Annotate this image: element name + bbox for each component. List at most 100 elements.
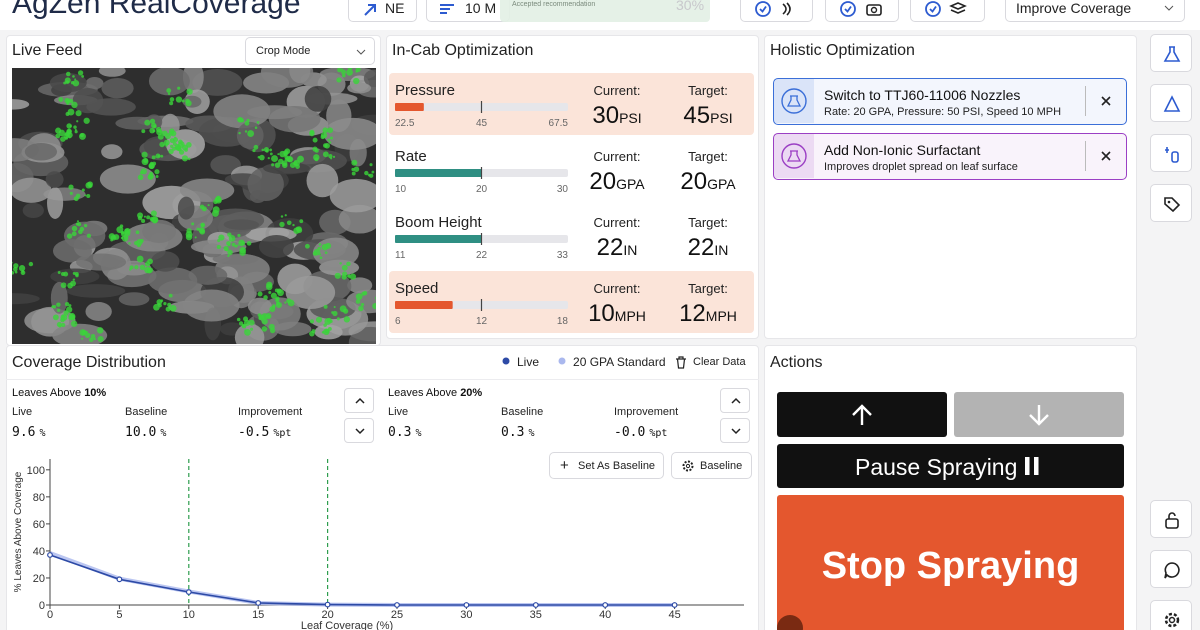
- recommendation-card[interactable]: Add Non-Ionic Surfactant Improves droplet…: [773, 133, 1127, 180]
- stat-up-button[interactable]: [344, 388, 374, 413]
- spray-droplet: [86, 233, 92, 238]
- spray-droplet: [76, 220, 80, 223]
- spray-droplet: [227, 254, 230, 258]
- spray-droplet: [57, 271, 61, 274]
- mode-dropdown[interactable]: Crop Mode: [245, 37, 375, 65]
- current-value: 20: [589, 168, 617, 195]
- spray-droplet: [201, 206, 207, 212]
- spray-droplet: [165, 306, 171, 312]
- spray-droplet: [257, 313, 262, 317]
- heading-button[interactable]: NE: [348, 0, 417, 22]
- stat-down-button[interactable]: [344, 418, 374, 443]
- spray-droplet: [68, 184, 74, 190]
- spray-droplet: [60, 282, 67, 289]
- spray-droplet: [263, 147, 270, 153]
- spray-droplet: [270, 292, 277, 299]
- spray-droplet: [323, 323, 327, 327]
- spray-droplet: [65, 71, 71, 77]
- spray-droplet: [76, 120, 79, 123]
- stat-up-button[interactable]: [720, 388, 750, 413]
- spray-droplet: [77, 70, 84, 76]
- spray-droplet: [223, 245, 229, 251]
- spray-droplet: [227, 232, 232, 237]
- leaf: [304, 85, 332, 112]
- card-title: Add Non-Ionic Surfactant: [824, 142, 981, 158]
- chevron-glyph: [355, 397, 365, 404]
- target-value: 22: [687, 234, 715, 261]
- spray-droplet: [126, 236, 129, 239]
- recommendation-card[interactable]: Switch to TTJ60-11006 Nozzles Rate: 20 GP…: [773, 78, 1127, 125]
- gauge-tick-label: 22: [476, 250, 488, 261]
- leaf: [52, 323, 108, 344]
- gauge-tick-label: 11: [395, 250, 406, 261]
- stat-unit: %pt: [649, 428, 668, 439]
- stat-name: Improvement: [238, 406, 303, 418]
- leaf: [347, 82, 372, 94]
- check-button[interactable]: [740, 0, 813, 22]
- sidebar-flask[interactable]: [1150, 34, 1192, 72]
- sidebar-lock[interactable]: [1150, 500, 1192, 538]
- dismiss-icon: [1101, 151, 1111, 161]
- layers-button[interactable]: [910, 0, 985, 22]
- raise-button[interactable]: [777, 392, 947, 437]
- spray-droplet: [139, 170, 144, 175]
- spray-droplet: [185, 100, 192, 107]
- sidebar-tags[interactable]: [1150, 184, 1192, 222]
- leaf: [306, 163, 339, 198]
- spray-droplet: [56, 302, 61, 307]
- spray-droplet: [333, 306, 336, 309]
- sidebar-spray[interactable]: [1150, 134, 1192, 172]
- trash-icon: [676, 356, 686, 369]
- leaf: [12, 293, 40, 305]
- card-icon: [781, 88, 807, 114]
- sidebar-settings[interactable]: [1150, 600, 1192, 630]
- spray-droplet: [75, 222, 79, 226]
- spray-droplet: [275, 297, 279, 302]
- spray-droplet: [238, 321, 244, 326]
- spray-droplet: [79, 329, 87, 336]
- spray-droplet: [154, 169, 160, 175]
- spray-droplet: [257, 291, 263, 297]
- speed-button[interactable]: 10 M: [426, 0, 510, 22]
- gauge: 22.5 45 67.5: [395, 101, 568, 129]
- spray-droplet: [238, 131, 241, 135]
- spray-droplet: [169, 305, 177, 312]
- gauge-name: Boom Height: [395, 214, 482, 231]
- spray-droplet: [256, 121, 260, 124]
- stop-button[interactable]: Stop Spraying: [777, 495, 1124, 630]
- set-baseline-button[interactable]: + Set As Baseline: [549, 452, 664, 479]
- camera-button[interactable]: [825, 0, 899, 22]
- spray-droplet: [340, 68, 344, 71]
- spray-droplet: [322, 127, 329, 134]
- spray-droplet: [128, 242, 131, 245]
- baseline-button[interactable]: Baseline: [671, 452, 752, 479]
- spray-droplet: [12, 261, 13, 264]
- gauge-fill: [395, 169, 482, 177]
- stat-name: Improvement: [614, 406, 679, 418]
- spray-droplet: [64, 97, 70, 104]
- spray-droplet: [88, 337, 94, 343]
- gauge-tick-label: 10: [395, 184, 407, 195]
- spray-droplet: [265, 283, 273, 291]
- spray-droplet: [327, 127, 334, 134]
- spray-droplet: [343, 316, 351, 323]
- spray-droplet: [214, 196, 220, 203]
- spray-droplet: [328, 154, 333, 159]
- stat-down-button[interactable]: [720, 418, 750, 443]
- lower-button[interactable]: [954, 392, 1124, 437]
- current-value: 30: [592, 102, 620, 129]
- clear-button[interactable]: Clear Data: [675, 355, 750, 371]
- spray-droplet: [360, 302, 365, 307]
- spray-droplet: [58, 97, 64, 102]
- spray-droplet: [141, 151, 148, 158]
- spray-droplet: [68, 312, 76, 320]
- gauge-tick-label: 22.5: [395, 118, 415, 129]
- spray-droplet: [85, 330, 88, 334]
- spray-droplet: [69, 191, 73, 195]
- sidebar-help[interactable]: [1150, 550, 1192, 588]
- sidebar-nozzle[interactable]: [1150, 84, 1192, 122]
- gauge-row: Boom Height 11 22 33 Current: 22IN Target: 22IN: [389, 205, 754, 267]
- leaf: [323, 117, 376, 150]
- goal-dropdown[interactable]: Improve Coverage: [1005, 0, 1185, 22]
- pause-button[interactable]: Pause Spraying: [777, 444, 1124, 488]
